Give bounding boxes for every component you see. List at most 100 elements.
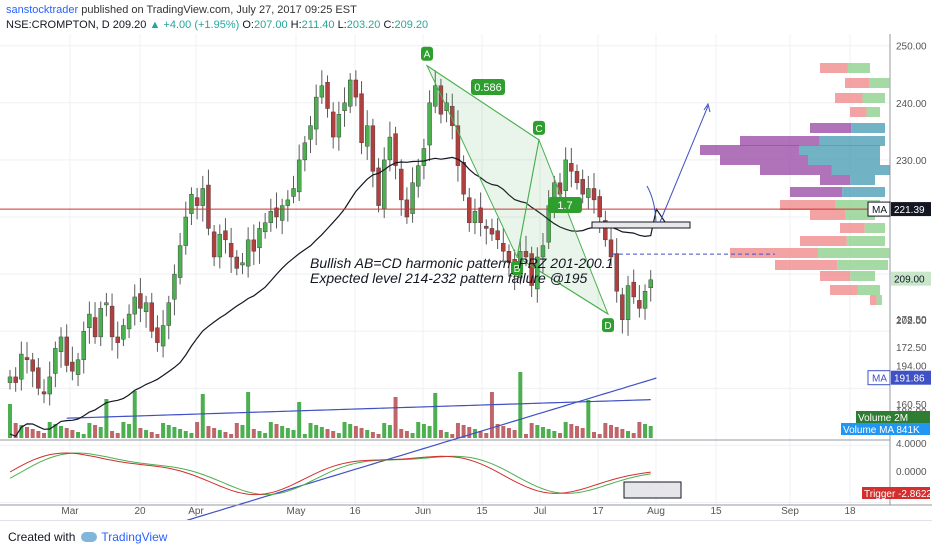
high-label: H:: [290, 19, 302, 31]
candle: [597, 196, 602, 218]
price-tag-value: 191.86: [894, 374, 925, 385]
volume-bar: [81, 434, 86, 438]
volume-bar: [348, 424, 353, 438]
volume-bar: [200, 394, 205, 438]
candle: [325, 82, 330, 109]
profile-bar-right: [869, 78, 890, 88]
candle: [13, 376, 18, 383]
volume-bar: [410, 433, 415, 438]
volume-bar: [308, 423, 313, 438]
candle: [467, 197, 472, 223]
price-chart[interactable]: A B C D 0.586 1.7 250.00 240.00 230.00 202.00 194…: [0, 0, 932, 520]
candle: [7, 376, 13, 383]
candle: [495, 230, 500, 241]
candle: [313, 96, 319, 130]
time-tick: May: [287, 506, 306, 517]
candle: [104, 302, 109, 306]
chart-header: sanstocktrader published on TradingView.…: [0, 0, 932, 34]
candle: [478, 207, 483, 223]
volume-bar: [648, 426, 653, 438]
time-axis[interactable]: Mar 20 Apr May 16 Jun 15 Jul 17 Aug 15 Sep 18: [0, 504, 932, 517]
volume-bar: [399, 429, 404, 438]
oscillator-signal-line: [9, 452, 651, 496]
symbol-label[interactable]: NSE:CROMPTON, D: [6, 19, 110, 31]
volume-ma-tag-box: [841, 423, 930, 435]
volume-bar: [229, 434, 234, 438]
volume-bar: [331, 431, 336, 438]
profile-bar-right: [851, 123, 885, 133]
time-tick: 20: [134, 506, 146, 517]
volume-bar: [557, 433, 562, 438]
price-tick: 172.50: [896, 343, 927, 354]
oscillator-pane: [9, 452, 682, 499]
volume-bar: [467, 427, 472, 438]
candle: [501, 243, 506, 252]
volume-bars: [8, 372, 653, 438]
time-tick: Jul: [534, 506, 547, 517]
ma-blue-line: [186, 377, 657, 520]
profile-bar-right: [876, 295, 882, 305]
volume-bar: [149, 432, 154, 438]
profile-bar-left: [830, 285, 858, 295]
profile-bar-left: [845, 78, 870, 88]
volume-bar: [268, 422, 273, 438]
candle: [421, 148, 427, 166]
volume-bar: [450, 434, 455, 438]
candle: [274, 207, 279, 218]
volume-bar: [172, 427, 177, 438]
footer: Created with TradingView: [0, 520, 932, 551]
volume-tag-box: [856, 411, 930, 423]
close-value: 209.20: [394, 19, 429, 31]
candle: [591, 188, 597, 201]
volume-bar: [359, 428, 364, 438]
close-label: C:: [383, 19, 395, 31]
candle: [648, 279, 653, 289]
candle: [348, 79, 353, 107]
candle: [376, 167, 381, 206]
author-link[interactable]: sanstocktrader: [6, 4, 79, 16]
time-tick: 15: [476, 506, 488, 517]
profile-bar-right: [850, 175, 875, 185]
volume-bar: [586, 400, 591, 438]
volume-bar: [421, 424, 426, 438]
candle: [302, 142, 308, 161]
price-tick: 240.00: [896, 99, 927, 110]
volume-bar: [30, 429, 35, 438]
candle: [563, 159, 568, 191]
profile-bar-left: [790, 187, 843, 197]
candle: [484, 225, 489, 229]
annotation-line-1: Bullish AB=CD harmonic pattern .PRZ 201-…: [310, 255, 613, 271]
price-tag-box: [891, 370, 931, 385]
candle: [416, 165, 421, 187]
price-axis[interactable]: 250.00240.00230.00202.00194.00186.00178.…: [841, 42, 932, 500]
profile-bar-right: [850, 271, 875, 281]
publish-line: sanstocktrader published on TradingView.…: [6, 4, 357, 16]
profile-bar-left: [720, 155, 808, 165]
volume-bar: [217, 430, 222, 438]
price-tick: 202.00: [896, 316, 927, 327]
candle: [472, 211, 478, 223]
candle: [217, 233, 222, 258]
volume-bar: [614, 427, 619, 438]
candle: [535, 256, 540, 290]
candle: [109, 305, 115, 338]
ratio-label: 0.586: [474, 82, 502, 94]
tradingview-link[interactable]: TradingView: [101, 530, 168, 544]
candle: [580, 179, 585, 195]
time-tick: Aug: [647, 506, 665, 517]
volume-bar: [540, 427, 545, 438]
volume-bar: [280, 426, 285, 438]
pattern-point-label: A: [424, 50, 431, 61]
volume-bar: [512, 430, 517, 438]
volume-bar: [53, 424, 58, 438]
volume-bar: [98, 427, 103, 438]
candle: [523, 251, 529, 258]
volume-bar: [132, 391, 137, 438]
volume-bar: [382, 423, 387, 438]
candle: [98, 308, 103, 338]
candle: [586, 188, 591, 198]
volume-bar: [104, 399, 109, 438]
price-tick: 230.00: [896, 156, 927, 167]
volume-bar: [529, 423, 534, 438]
volume-bar: [189, 433, 194, 438]
